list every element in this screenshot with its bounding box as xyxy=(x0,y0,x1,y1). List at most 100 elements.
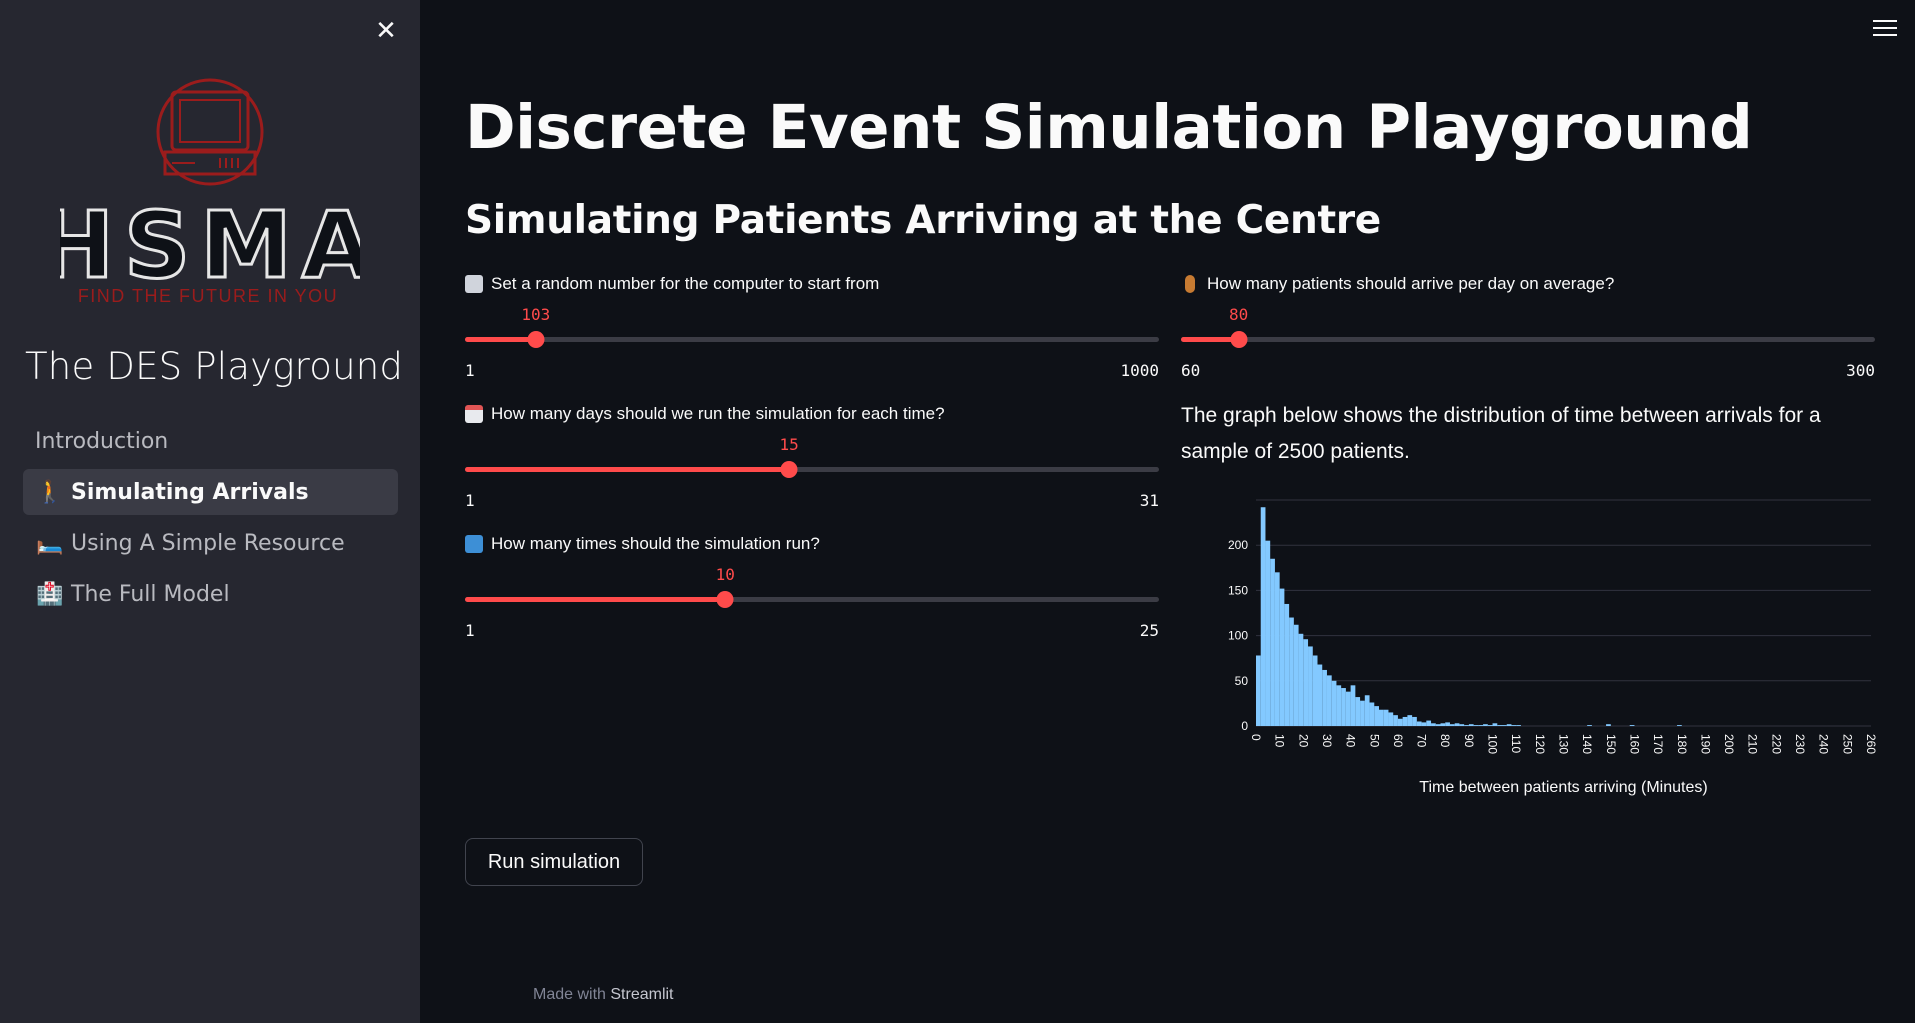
x-tick-label: 180 xyxy=(1675,734,1689,754)
slider-track[interactable] xyxy=(465,331,1159,348)
histogram-bar xyxy=(1388,712,1394,726)
calendar-icon xyxy=(465,405,483,423)
hospital-icon: 🏥 xyxy=(36,581,64,607)
x-tick-label: 50 xyxy=(1367,734,1381,748)
sidebar: ✕ HSMA FIND THE FUTURE IN YOU The DES Pl… xyxy=(0,0,420,1023)
histogram-bar xyxy=(1431,723,1436,726)
x-axis-label: Time between patients arriving (Minutes) xyxy=(1419,779,1707,796)
histogram-bar xyxy=(1350,685,1356,726)
x-tick-label: 0 xyxy=(1249,734,1263,741)
histogram-bar xyxy=(1379,709,1384,726)
slider-min: 60 xyxy=(1181,361,1201,380)
histogram-bar xyxy=(1341,688,1346,726)
histogram-bar xyxy=(1497,725,1502,726)
histogram-bar xyxy=(1511,725,1517,726)
x-tick-label: 210 xyxy=(1746,734,1760,754)
page-title: Discrete Event Simulation Playground xyxy=(465,92,1753,163)
histogram-bar xyxy=(1260,507,1266,726)
histogram-bar xyxy=(1284,603,1290,726)
x-tick-label: 90 xyxy=(1462,734,1476,748)
histogram-bar xyxy=(1416,721,1422,726)
slider-min: 1 xyxy=(465,491,475,510)
slider-fill xyxy=(465,597,726,602)
walking-person-icon: 🚶 xyxy=(36,479,64,505)
histogram-bar xyxy=(1383,709,1389,726)
slider-fill xyxy=(465,467,790,472)
histogram-bar xyxy=(1516,725,1521,726)
slider-track[interactable] xyxy=(1181,331,1875,348)
slider-max: 1000 xyxy=(1120,361,1159,380)
x-tick-label: 100 xyxy=(1486,734,1500,754)
histogram-bar xyxy=(1506,724,1512,726)
histogram-bar xyxy=(1487,725,1493,726)
slider-max: 31 xyxy=(1139,491,1159,510)
slider-thumb[interactable] xyxy=(527,331,545,348)
slider-value: 10 xyxy=(715,565,735,584)
slider-label: How many times should the simulation run… xyxy=(491,534,820,553)
x-tick-label: 220 xyxy=(1769,734,1783,754)
slider-value: 103 xyxy=(521,305,551,324)
histogram-bar xyxy=(1502,725,1507,726)
histogram-bar xyxy=(1629,725,1635,726)
histogram-bar xyxy=(1483,724,1488,726)
y-tick-label: 0 xyxy=(1241,719,1248,733)
slider-track[interactable] xyxy=(465,461,1159,478)
histogram-bar xyxy=(1364,695,1370,726)
histogram-bar xyxy=(1360,700,1365,726)
histogram-bar xyxy=(1492,723,1498,726)
slider-fill xyxy=(465,337,536,342)
slider-value: 15 xyxy=(779,435,799,454)
histogram-bar xyxy=(1445,722,1450,726)
histogram-bar xyxy=(1322,669,1327,726)
x-tick-label: 80 xyxy=(1438,734,1452,748)
repeat-icon xyxy=(465,535,483,553)
person-icon xyxy=(1185,275,1195,293)
histogram-bar xyxy=(1256,655,1261,726)
main-menu-icon[interactable] xyxy=(1873,20,1897,40)
sim-days-slider: How many days should we run the simulati… xyxy=(465,403,1159,510)
x-tick-label: 10 xyxy=(1273,734,1287,748)
histogram-bar xyxy=(1677,725,1682,726)
histogram-bar xyxy=(1435,724,1441,726)
histogram-bar xyxy=(1421,722,1427,726)
x-tick-label: 250 xyxy=(1840,734,1854,754)
patients-per-day-slider: How many patients should arrive per day … xyxy=(1181,273,1875,380)
slider-track[interactable] xyxy=(465,591,1159,608)
graph-description: The graph below shows the distribution o… xyxy=(1181,404,1821,463)
histogram-bar xyxy=(1274,572,1280,726)
slider-max: 25 xyxy=(1139,621,1159,640)
histogram-bar xyxy=(1317,664,1323,726)
slider-label: How many days should we run the simulati… xyxy=(491,404,945,423)
footer: Made with Streamlit xyxy=(533,986,674,1004)
slider-thumb[interactable] xyxy=(716,591,734,608)
histogram-bar xyxy=(1308,646,1313,726)
sidebar-item-simple-resource[interactable]: 🛏️ Using A Simple Resource xyxy=(23,520,398,566)
run-simulation-button[interactable]: Run simulation xyxy=(465,838,643,886)
footer-brand-link[interactable]: Streamlit xyxy=(610,986,674,1003)
x-tick-label: 260 xyxy=(1864,734,1878,754)
sidebar-item-full-model[interactable]: 🏥 The Full Model xyxy=(23,571,398,617)
sidebar-item-simulating-arrivals[interactable]: 🚶 Simulating Arrivals xyxy=(23,469,398,515)
histogram-bar xyxy=(1293,624,1299,726)
histogram-bar xyxy=(1369,702,1375,726)
histogram-bar xyxy=(1265,540,1271,726)
histogram-bar xyxy=(1336,685,1342,726)
slider-thumb[interactable] xyxy=(1230,331,1248,348)
sim-runs-slider: How many times should the simulation run… xyxy=(465,533,1159,640)
histogram-bar xyxy=(1331,680,1337,726)
x-tick-label: 150 xyxy=(1604,734,1618,754)
histogram-bar xyxy=(1606,724,1611,726)
histogram-bar xyxy=(1355,697,1361,726)
histogram-bar xyxy=(1459,724,1465,726)
sidebar-item-label: Using A Simple Resource xyxy=(71,530,345,556)
sidebar-item-introduction[interactable]: Introduction xyxy=(23,418,398,464)
dice-icon xyxy=(465,275,483,293)
slider-value: 80 xyxy=(1228,305,1249,324)
x-tick-label: 240 xyxy=(1817,734,1831,754)
histogram-bar xyxy=(1326,675,1332,726)
slider-label: Set a random number for the computer to … xyxy=(491,274,880,293)
slider-thumb[interactable] xyxy=(780,461,798,478)
close-sidebar-icon[interactable]: ✕ xyxy=(375,16,397,46)
slider-max: 300 xyxy=(1846,361,1875,380)
sidebar-item-label: Introduction xyxy=(35,428,169,454)
